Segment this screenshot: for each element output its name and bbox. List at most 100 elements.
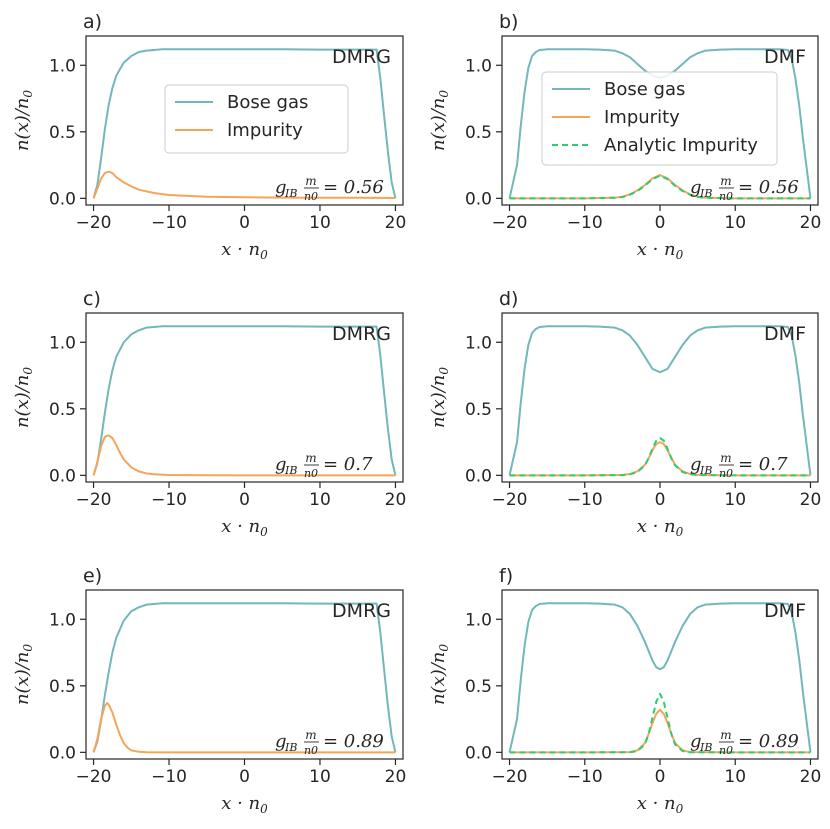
x-tick-label: 0 [655, 490, 666, 510]
y-axis-label: n(x)/n0 [428, 90, 451, 151]
x-axis-label: x · n0 [637, 793, 684, 816]
x-tick-label: 10 [309, 490, 331, 510]
y-tick-label: 1.0 [49, 610, 76, 630]
x-tick-label: −20 [492, 767, 528, 787]
coupling-symbol: g [690, 177, 702, 198]
coupling-symbol: g [275, 454, 287, 475]
legend-label: Bose gas [227, 92, 308, 113]
chart-panel-d: d) −20 −10 0 10 20 0.0 0.5 1.0 x · n0 n(x)/n0 DMF gI… [428, 288, 821, 539]
x-axis-label: x · n0 [637, 516, 684, 539]
coupling-frac-num: m [720, 174, 731, 188]
legend: Bose gas Impurity [164, 84, 349, 154]
panel-label: a) [83, 11, 102, 33]
coupling-subscript: IB [284, 464, 297, 477]
method-label: DMRG [332, 323, 391, 345]
method-label: DMF [764, 600, 806, 622]
series-line-bose-gas [508, 602, 812, 753]
x-tick-label: −20 [492, 213, 528, 233]
y-tick-label: 0.5 [49, 400, 76, 420]
coupling-value: = 0.89 [323, 731, 384, 752]
coupling-symbol: g [690, 731, 702, 752]
coupling-annotation: gIB m n0 = 0.89 [690, 728, 799, 757]
y-tick-label: 0.5 [465, 677, 492, 697]
coupling-frac-den: n0 [719, 190, 733, 203]
x-tick-label: 0 [239, 213, 250, 233]
y-tick-label: 0.5 [465, 123, 492, 143]
x-tick-label: 20 [800, 490, 822, 510]
series-line-analytic-impurity [509, 437, 811, 477]
x-tick-label: −20 [492, 490, 528, 510]
y-axis-label: n(x)/n0 [428, 644, 451, 705]
coupling-symbol: g [275, 177, 287, 198]
x-tick-label: −10 [567, 213, 603, 233]
coupling-annotation: gIB m n0 = 0.7 [275, 451, 373, 480]
coupling-annotation: gIB m n0 = 0.89 [275, 728, 384, 757]
x-tick-label: 0 [655, 213, 666, 233]
y-tick-label: 1.0 [465, 610, 492, 630]
series-group [508, 602, 812, 754]
coupling-annotation: gIB m n0 = 0.56 [690, 174, 799, 203]
x-tick-label: 10 [724, 213, 746, 233]
coupling-value: = 0.7 [323, 454, 373, 475]
coupling-subscript: IB [699, 741, 712, 754]
coupling-symbol: g [690, 454, 702, 475]
chart-panel-c: c) −20 −10 0 10 20 0.0 0.5 1.0 x · n0 n(x)/n0 DMRG g… [12, 288, 406, 539]
series-line-bose-gas [92, 48, 397, 199]
coupling-frac-den: n0 [304, 467, 318, 480]
series-line-analytic-impurity [509, 692, 811, 754]
y-tick-label: 1.0 [465, 333, 492, 353]
coupling-frac-den: n0 [304, 190, 318, 203]
x-tick-label: −10 [151, 490, 187, 510]
x-axis-label: x · n0 [637, 239, 684, 262]
series-line-bose-gas [92, 602, 397, 753]
x-tick-label: 10 [309, 213, 331, 233]
x-tick-label: 0 [239, 490, 250, 510]
series-line-impurity [92, 170, 396, 199]
coupling-frac-num: m [720, 451, 731, 465]
x-axis-label: x · n0 [221, 239, 268, 262]
panel-label: f) [499, 565, 513, 587]
method-label: DMF [764, 323, 806, 345]
y-tick-label: 0.0 [49, 189, 76, 209]
coupling-annotation: gIB m n0 = 0.56 [275, 174, 384, 203]
coupling-subscript: IB [699, 187, 712, 200]
coupling-subscript: IB [284, 187, 297, 200]
x-tick-label: −10 [151, 213, 187, 233]
y-tick-label: 0.5 [49, 677, 76, 697]
chart-panel-b: b)−20 −10 0 10 200.00.51.0x · n0n(x)/n0DMFgI… [428, 11, 821, 262]
x-tick-label: 20 [800, 213, 822, 233]
y-tick-label: 1.0 [465, 56, 492, 76]
legend-label: Impurity [604, 107, 680, 128]
legend: Bose gas Impurity Analytic Impurity [541, 71, 778, 166]
series-line-impurity [92, 702, 396, 754]
x-tick-label: 10 [724, 490, 746, 510]
x-tick-label: 20 [385, 767, 407, 787]
x-tick-label: −20 [76, 213, 112, 233]
method-label: DMRG [332, 46, 391, 68]
series-line-bose-gas [508, 325, 812, 476]
coupling-frac-num: m [305, 728, 316, 742]
x-axis-label: x · n0 [221, 516, 268, 539]
chart-panel-a: a) −20 −10 0 10 20 0.0 0.5 1.0 x · n0 n(x)/n0 DMRG g… [12, 11, 406, 262]
legend-frame [541, 71, 778, 166]
y-axis-label: n(x)/n0 [428, 367, 451, 428]
y-tick-label: 0.0 [465, 189, 492, 209]
y-tick-label: 0.0 [49, 743, 76, 763]
chart-panel-f: f) −20 −10 0 10 20 0.0 0.5 1.0 x · n0 n(x)/n0 DMF gI… [428, 565, 821, 816]
x-tick-label: 10 [724, 767, 746, 787]
x-tick-label: −10 [151, 767, 187, 787]
series-group [92, 325, 397, 477]
y-tick-label: 0.0 [49, 466, 76, 486]
coupling-value: = 0.7 [738, 454, 788, 475]
y-tick-label: 0.0 [465, 743, 492, 763]
series-group [92, 602, 397, 754]
x-tick-label: 0 [655, 767, 666, 787]
coupling-annotation: gIB m n0 = 0.7 [690, 451, 788, 480]
coupling-subscript: IB [284, 741, 297, 754]
coupling-frac-den: n0 [304, 744, 318, 757]
series-line-analytic-impurity [509, 174, 811, 200]
legend-label: Bose gas [604, 79, 685, 100]
x-tick-label: 0 [239, 767, 250, 787]
y-tick-label: 1.0 [49, 56, 76, 76]
y-tick-label: 0.0 [465, 466, 492, 486]
